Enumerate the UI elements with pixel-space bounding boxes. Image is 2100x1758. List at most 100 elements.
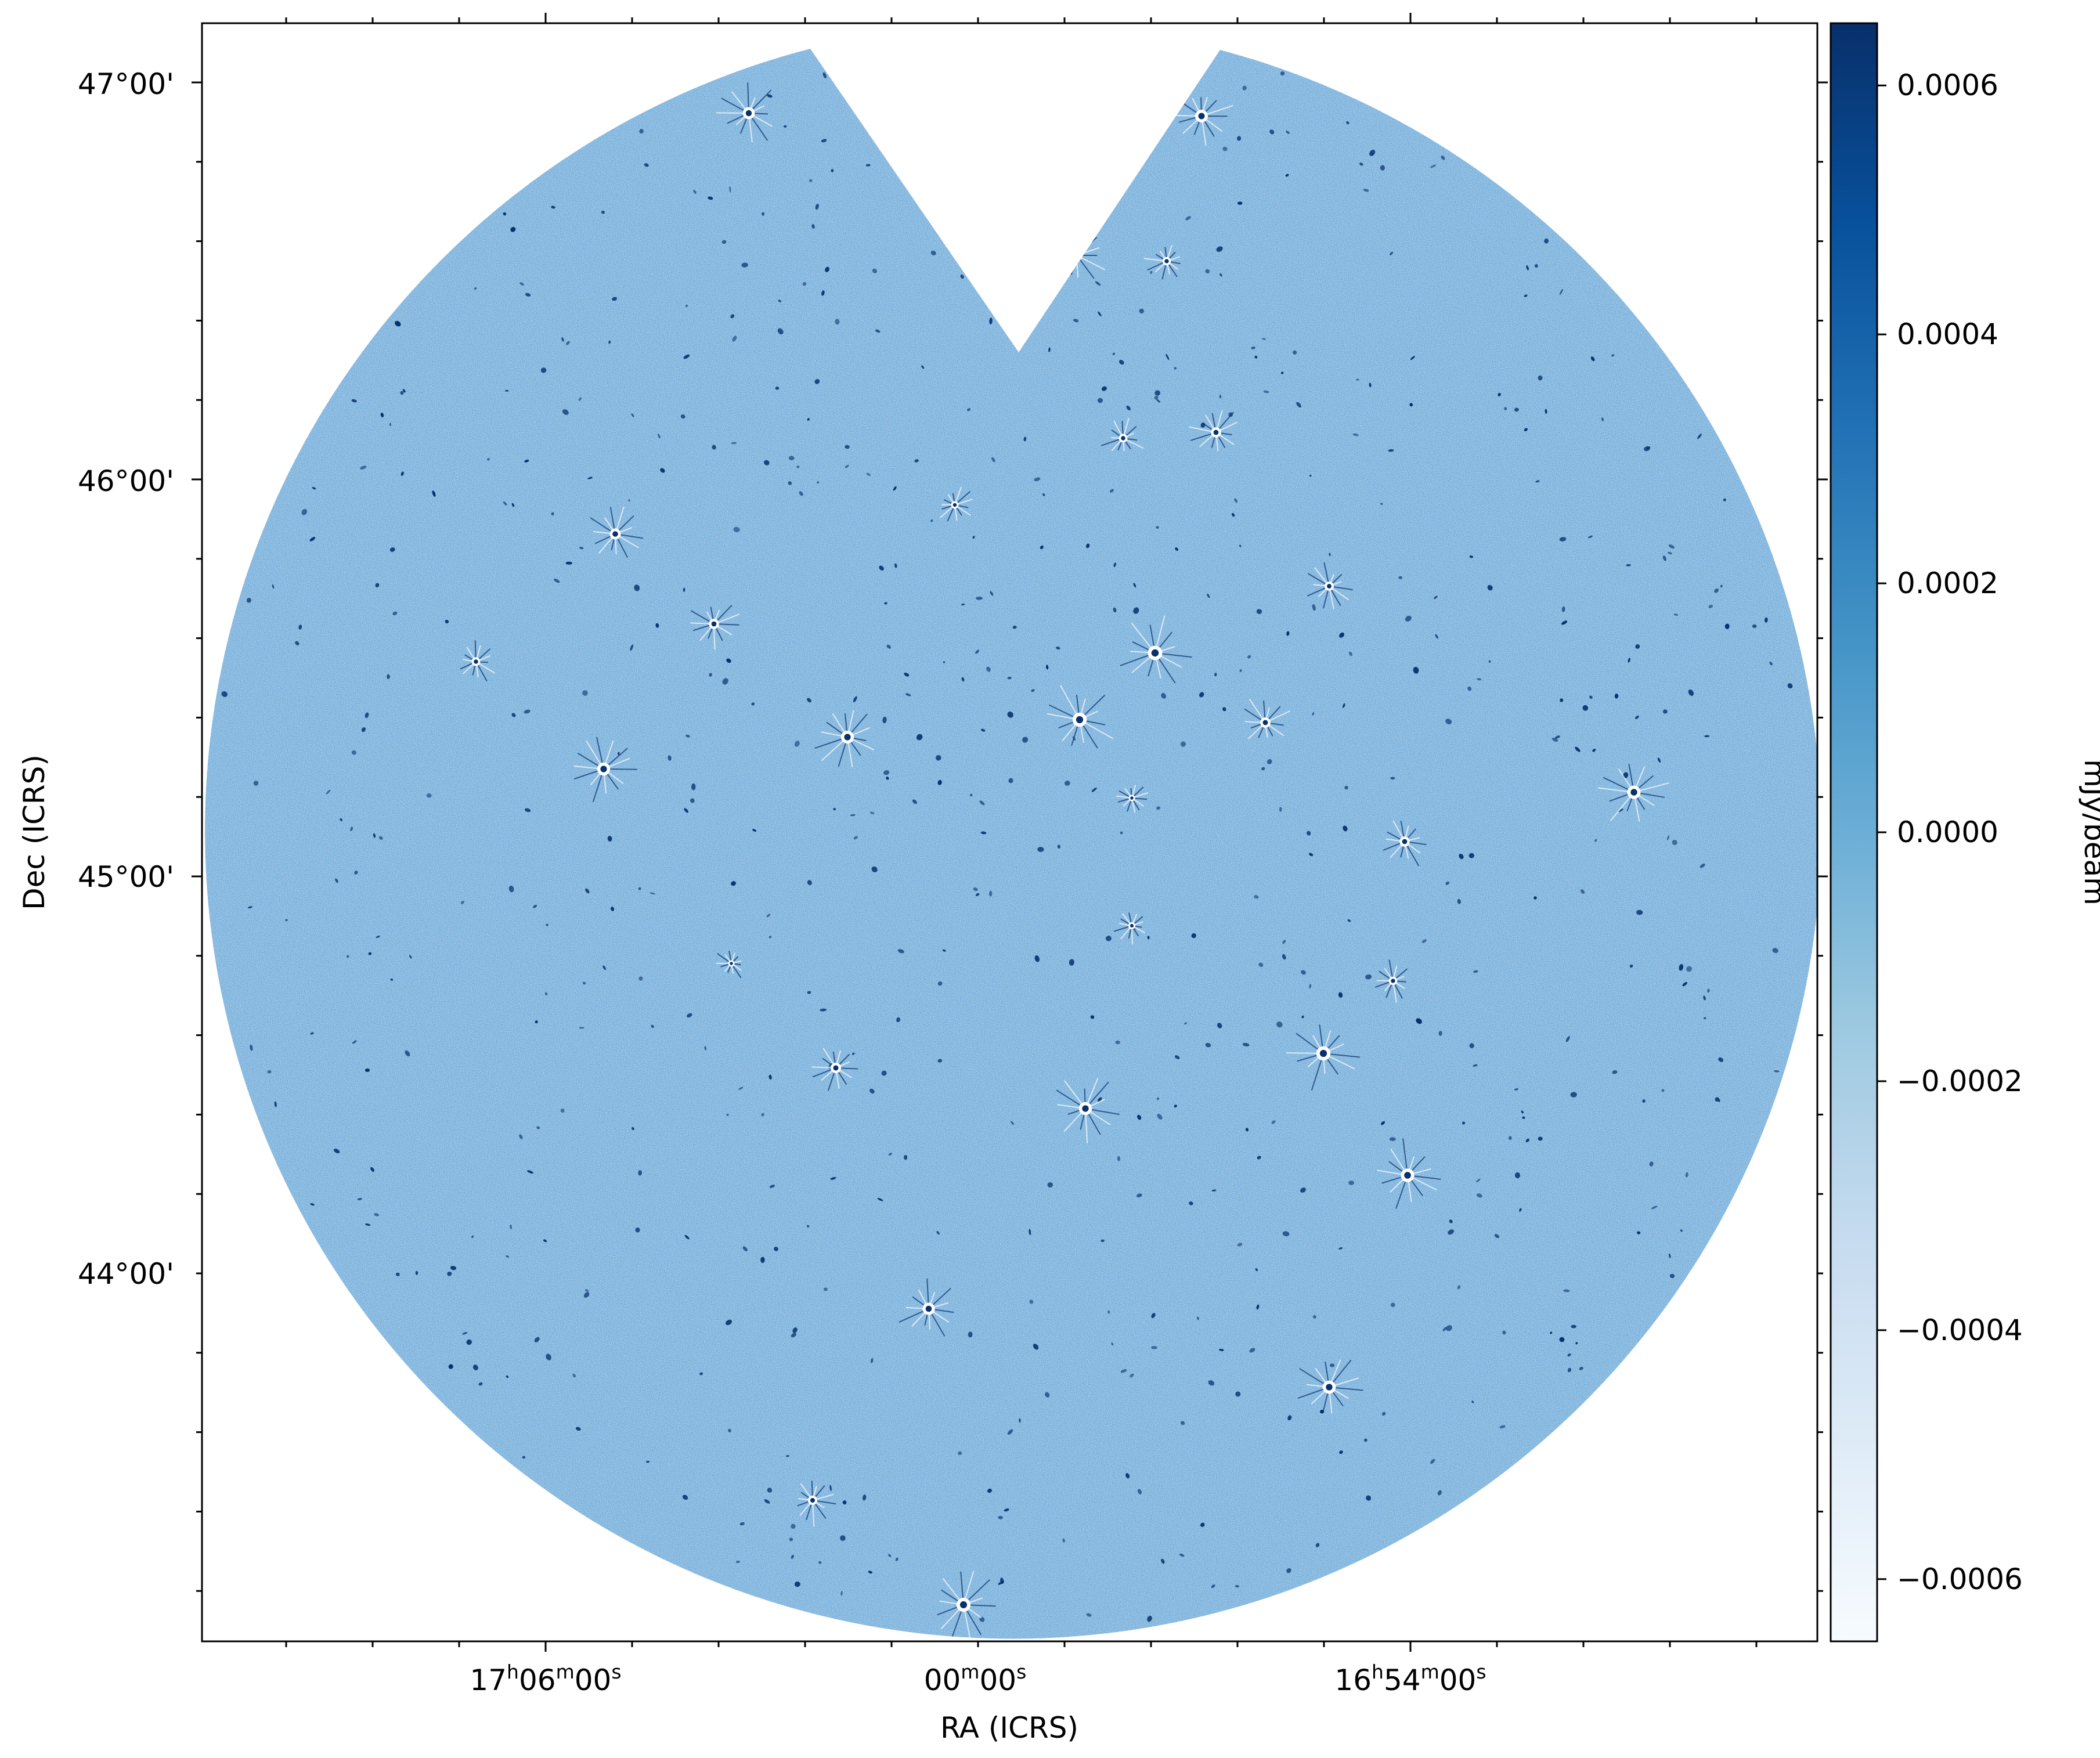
compact-source: [1235, 1391, 1241, 1397]
bright-source: [1598, 764, 1669, 822]
compact-source: [1571, 1324, 1576, 1329]
compact-source: [618, 752, 620, 756]
compact-source: [667, 755, 672, 761]
compact-source: [883, 770, 890, 775]
compact-source: [1156, 806, 1160, 810]
compact-source: [527, 1170, 533, 1174]
compact-source: [1267, 759, 1272, 764]
compact-source: [1348, 1181, 1355, 1185]
compact-source: [1369, 382, 1372, 388]
compact-source: [1249, 1348, 1255, 1353]
compact-source: [335, 878, 338, 883]
compact-source: [1279, 807, 1282, 812]
compact-source: [1416, 1018, 1422, 1024]
compact-source: [807, 418, 810, 421]
compact-source: [503, 501, 507, 506]
compact-source: [1217, 1023, 1222, 1028]
compact-source: [998, 1515, 1004, 1519]
compact-source: [684, 1234, 690, 1240]
compact-source: [584, 1289, 589, 1292]
compact-source: [835, 319, 840, 325]
compact-source: [987, 1488, 992, 1493]
compact-source: [1438, 1031, 1442, 1036]
compact-source: [966, 408, 971, 411]
compact-source: [1234, 498, 1237, 503]
compact-source: [562, 409, 569, 415]
compact-source: [762, 212, 765, 216]
compact-source: [370, 1167, 374, 1172]
compact-source: [1133, 583, 1136, 588]
compact-source: [1046, 665, 1049, 670]
compact-source: [1219, 395, 1222, 399]
compact-source: [474, 287, 477, 290]
compact-source: [611, 907, 615, 911]
compact-source: [1256, 609, 1262, 614]
compact-source: [657, 434, 661, 439]
compact-source: [1097, 1097, 1102, 1102]
compact-source: [1601, 417, 1604, 421]
compact-source: [579, 1027, 584, 1029]
compact-source: [1301, 1015, 1304, 1019]
bright-source: [716, 951, 742, 979]
compact-source: [1524, 294, 1528, 297]
compact-source: [1191, 933, 1196, 938]
compact-source: [1703, 995, 1706, 1001]
compact-source: [1342, 703, 1345, 708]
compact-source: [1494, 1234, 1500, 1239]
compact-source: [970, 793, 973, 797]
compact-source: [1113, 562, 1117, 568]
colorbar-tick-label-5: −0.0004: [1897, 1313, 2023, 1347]
compact-source: [1300, 1187, 1306, 1193]
compact-source: [1107, 1310, 1110, 1314]
compact-source: [1498, 392, 1501, 396]
axes-minor-ticks: [192, 13, 1828, 1652]
compact-source: [248, 906, 252, 909]
compact-source: [1237, 136, 1242, 141]
bright-source: [1244, 698, 1291, 739]
compact-source: [525, 293, 531, 297]
compact-source: [575, 1427, 581, 1431]
compact-source: [1161, 1558, 1165, 1564]
compact-source: [655, 623, 659, 628]
compact-source: [511, 713, 516, 717]
compact-source: [1551, 738, 1558, 742]
compact-source: [546, 923, 549, 926]
compact-source: [560, 1109, 565, 1113]
compact-source: [1662, 709, 1668, 714]
compact-source: [1662, 555, 1666, 561]
compact-source: [1435, 634, 1438, 639]
y-axis: 47°00' 46°00' 45°00' 44°00' Dec (ICRS): [17, 67, 174, 1291]
compact-source: [1239, 669, 1242, 672]
compact-source: [352, 1040, 357, 1044]
compact-source: [1255, 1268, 1258, 1272]
compact-source: [732, 335, 737, 342]
compact-source: [533, 904, 537, 908]
compact-source: [1682, 981, 1688, 987]
compact-source: [506, 1375, 509, 1378]
compact-source: [1117, 1156, 1120, 1161]
compact-source: [1296, 402, 1301, 408]
compact-source: [1575, 746, 1581, 752]
compact-source: [768, 1074, 772, 1080]
compact-source: [1242, 85, 1247, 91]
compact-source: [865, 164, 871, 167]
compact-source: [1100, 1239, 1105, 1243]
bright-source: [460, 640, 496, 681]
bright-source: [1297, 1359, 1363, 1414]
compact-source: [1618, 808, 1623, 813]
compact-source: [958, 1451, 962, 1455]
compact-source: [1329, 1363, 1335, 1367]
compact-source: [1669, 1273, 1675, 1279]
y-tick-label-3: 44°00': [78, 1257, 174, 1291]
compact-source: [1339, 632, 1345, 638]
compact-source: [351, 399, 357, 403]
compact-source: [853, 836, 858, 840]
compact-source: [1329, 553, 1331, 557]
compact-source: [374, 1213, 379, 1216]
bright-source: [1101, 418, 1144, 452]
compact-source: [392, 611, 398, 616]
compact-source: [752, 829, 757, 832]
compact-source: [742, 1246, 748, 1251]
compact-source: [536, 1126, 540, 1129]
